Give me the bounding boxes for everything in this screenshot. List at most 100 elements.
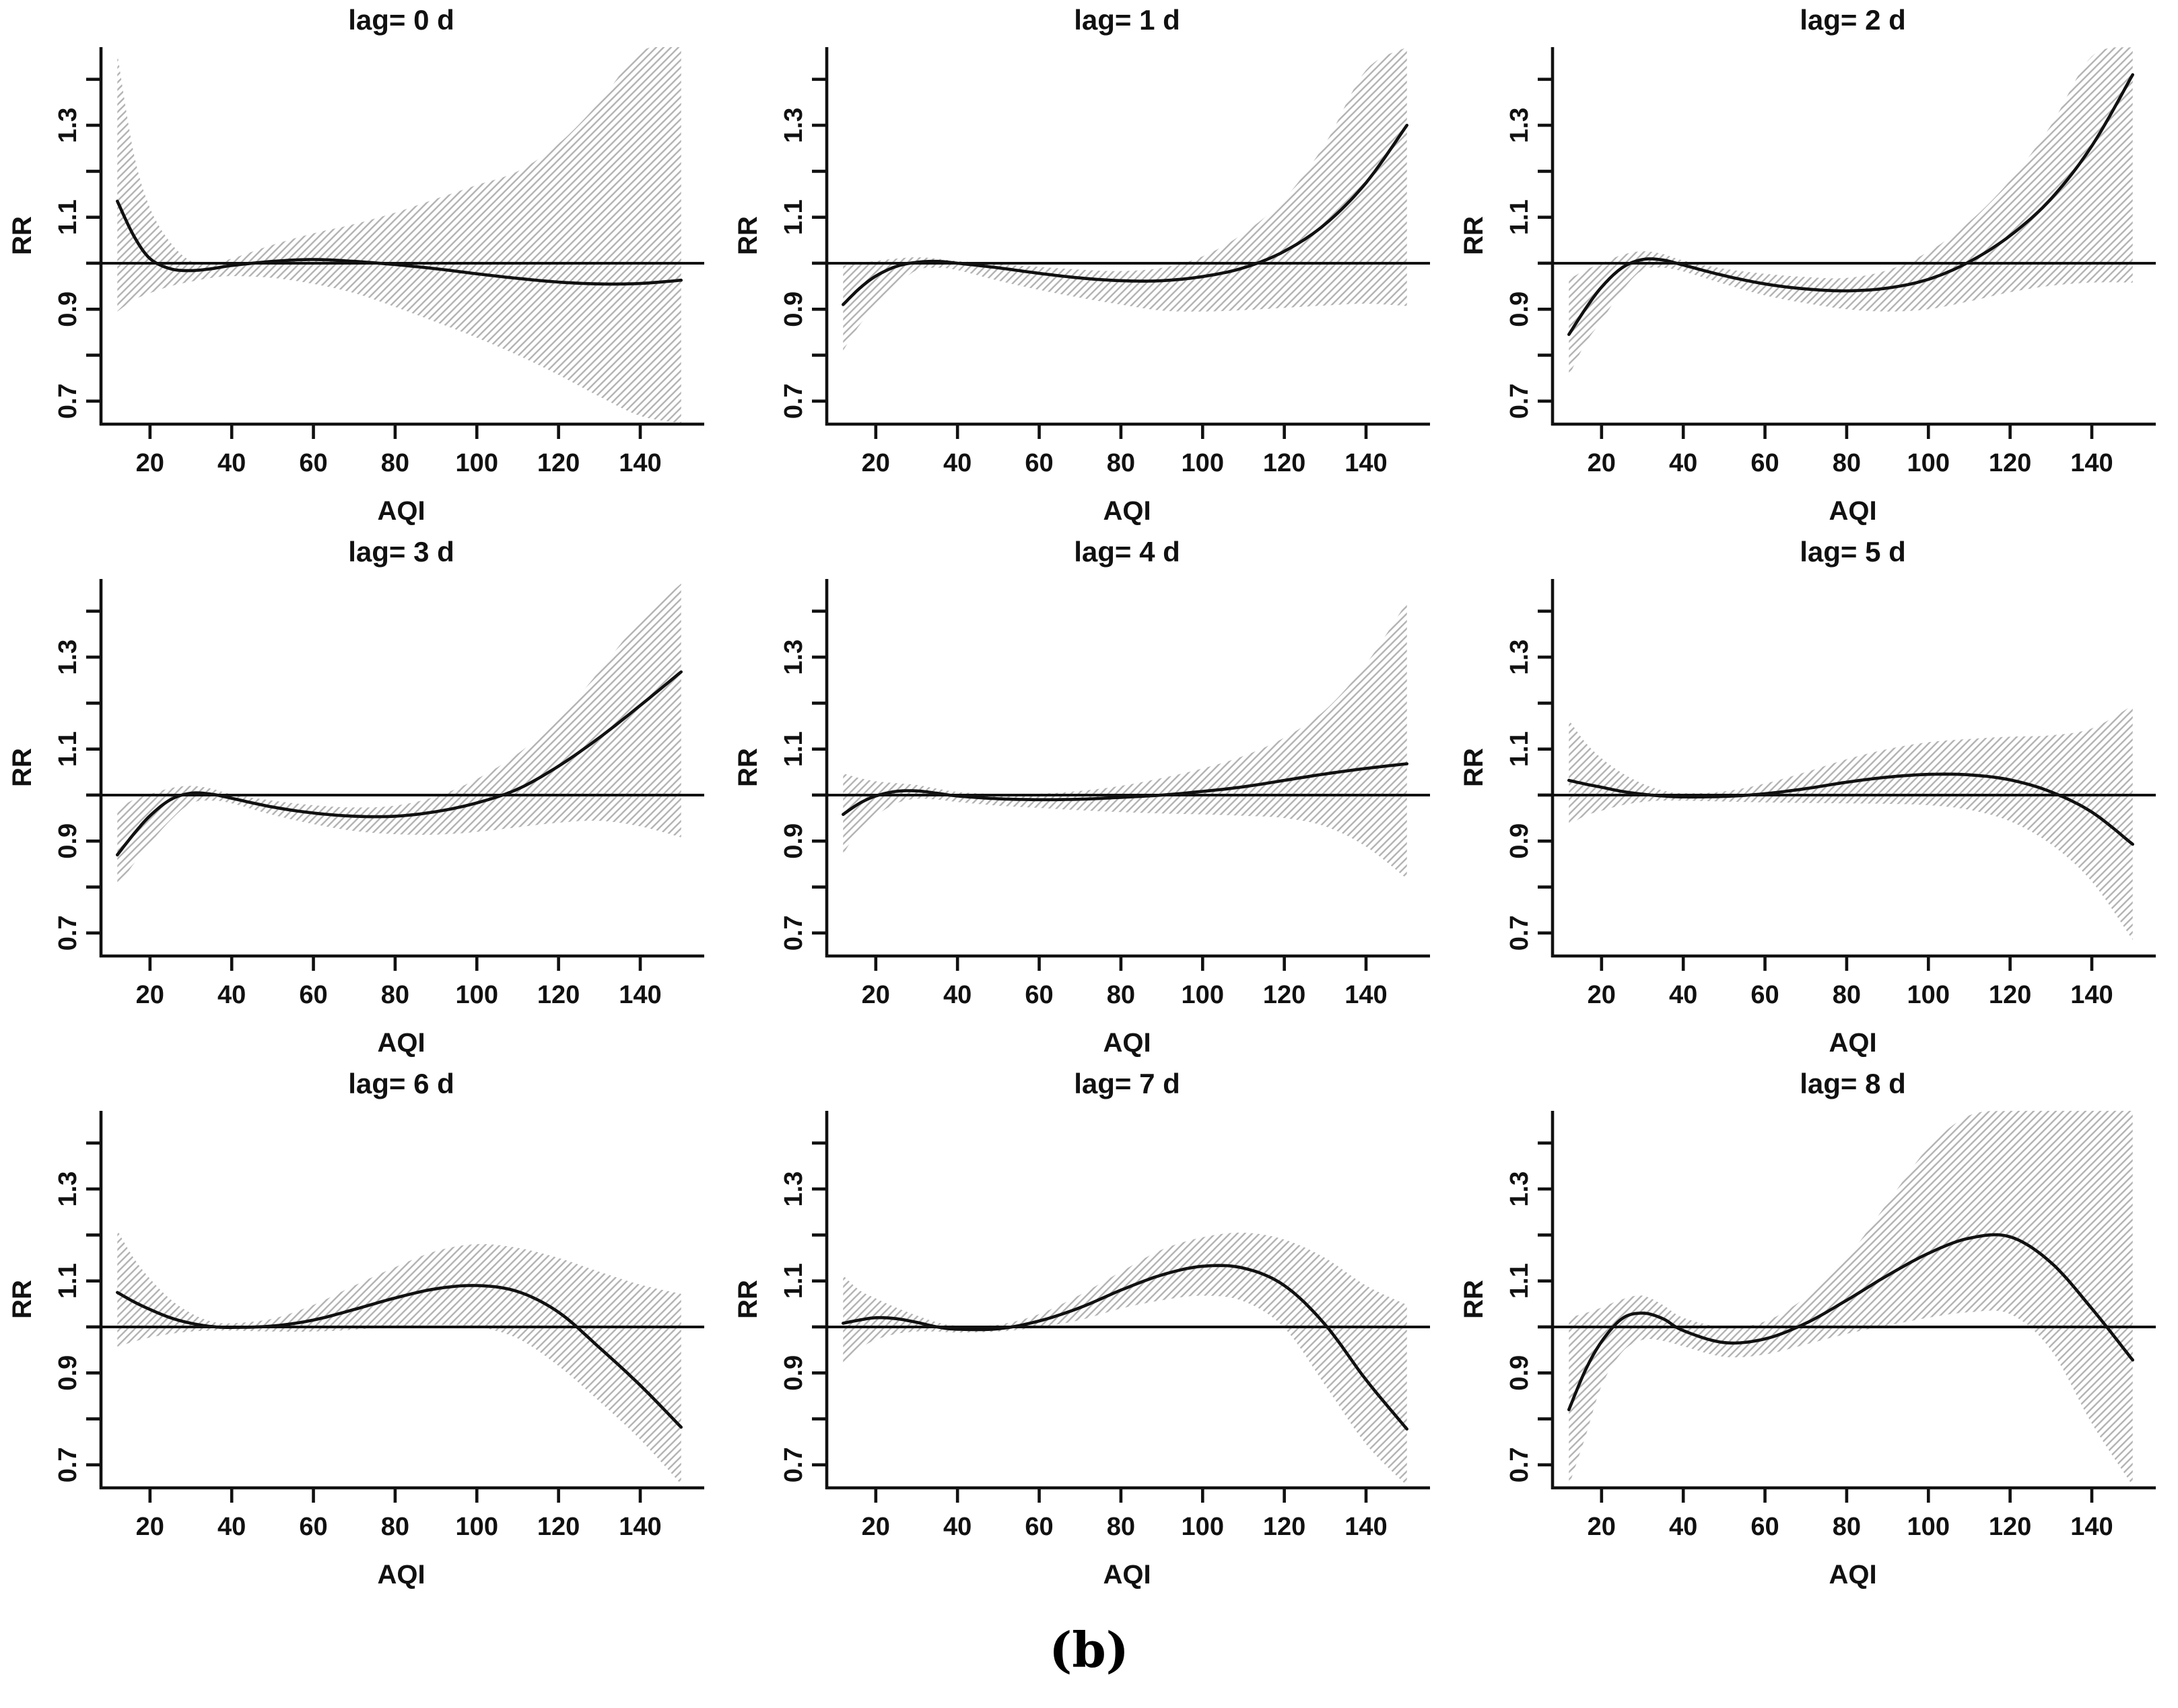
x-tick-label: 120 xyxy=(537,1513,580,1541)
subplot-title: lag= 4 d xyxy=(1074,536,1180,568)
subplot-lag-1-d: 0.7 0.9 1.1 1.3 20 40 60 80 100 120 140 lag= 1 d AQI… xyxy=(726,0,1452,532)
y-tick-label: 0.9 xyxy=(1505,1355,1534,1391)
fit-curve xyxy=(116,199,683,286)
y-tick-label: 0.7 xyxy=(1505,1447,1534,1482)
subplot-canvas: 0.7 0.9 1.1 1.3 20 40 60 80 100 120 140 lag= 4 d AQI… xyxy=(733,536,1430,1058)
x-tick-label: 40 xyxy=(943,1513,972,1541)
ci-band xyxy=(843,1232,1407,1486)
subplot-canvas: 0.7 0.9 1.1 1.3 20 40 60 80 100 120 140 lag= 0 d AQI… xyxy=(7,4,704,526)
subplot-lag-2-d: 0.7 0.9 1.1 1.3 20 40 60 80 100 120 140 lag= 2 d AQI… xyxy=(1452,0,2177,532)
x-axis-title: AQI xyxy=(377,496,425,526)
x-axis-title: AQI xyxy=(1103,496,1151,526)
x-axis-title: AQI xyxy=(1103,1028,1151,1058)
x-tick-label: 120 xyxy=(1263,981,1305,1009)
x-tick-label: 40 xyxy=(1669,449,1697,477)
y-tick-label: 1.3 xyxy=(780,1171,808,1207)
subplot-canvas: 0.7 0.9 1.1 1.3 20 40 60 80 100 120 140 lag= 2 d AQI… xyxy=(1459,4,2156,526)
y-tick-label: 1.1 xyxy=(54,199,82,235)
x-axis-title: AQI xyxy=(1829,1028,1876,1058)
subplot-title: lag= 6 d xyxy=(348,1068,454,1099)
y-tick-label: 1.1 xyxy=(54,1263,82,1299)
subplot-lag-6-d: 0.7 0.9 1.1 1.3 20 40 60 80 100 120 140 lag= 6 d AQI… xyxy=(0,1064,726,1596)
y-tick-label: 1.1 xyxy=(780,199,808,235)
x-tick-label: 140 xyxy=(1345,981,1387,1009)
x-tick-label: 20 xyxy=(1588,981,1616,1009)
x-tick-label: 40 xyxy=(217,981,246,1009)
subplot-lag-4-d: 0.7 0.9 1.1 1.3 20 40 60 80 100 120 140 lag= 4 d AQI… xyxy=(726,532,1452,1064)
x-tick-label: 100 xyxy=(1907,981,1950,1009)
y-tick-label: 1.1 xyxy=(1505,1263,1534,1299)
y-tick-label: 0.7 xyxy=(1505,915,1534,951)
x-tick-label: 120 xyxy=(1263,1513,1305,1541)
y-tick-label: 0.7 xyxy=(780,383,808,419)
y-tick-label: 1.1 xyxy=(1505,731,1534,767)
x-axis-title: AQI xyxy=(1829,1560,1876,1590)
x-tick-label: 80 xyxy=(381,1513,409,1541)
y-tick-label: 0.9 xyxy=(1505,292,1534,327)
x-tick-label: 20 xyxy=(1588,1513,1616,1541)
y-axis-title: RR xyxy=(1459,216,1489,255)
ci-band xyxy=(117,583,681,887)
subplot-title: lag= 7 d xyxy=(1074,1068,1180,1099)
x-tick-label: 20 xyxy=(136,981,164,1009)
y-tick-label: 1.1 xyxy=(54,731,82,767)
y-tick-label: 0.7 xyxy=(1505,383,1534,419)
ci-band xyxy=(1569,47,2133,376)
x-tick-label: 120 xyxy=(1989,1513,2031,1541)
subplot-canvas: 0.7 0.9 1.1 1.3 20 40 60 80 100 120 140 lag= 3 d AQI… xyxy=(7,536,704,1058)
y-tick-label: 0.9 xyxy=(1505,823,1534,859)
x-tick-label: 120 xyxy=(1263,449,1305,477)
x-tick-label: 60 xyxy=(1025,981,1053,1009)
y-axis-title: RR xyxy=(1459,1280,1489,1319)
y-tick-label: 1.1 xyxy=(780,731,808,767)
x-axis-title: AQI xyxy=(1829,496,1876,526)
x-tick-label: 140 xyxy=(2070,981,2113,1009)
x-tick-label: 140 xyxy=(619,1513,661,1541)
x-tick-label: 20 xyxy=(862,1513,890,1541)
x-tick-label: 140 xyxy=(619,981,661,1009)
x-tick-label: 100 xyxy=(1182,981,1224,1009)
x-tick-label: 60 xyxy=(1025,449,1053,477)
fit-curve xyxy=(842,123,1408,306)
x-tick-label: 20 xyxy=(136,449,164,477)
y-tick-label: 1.3 xyxy=(54,1171,82,1207)
x-tick-label: 60 xyxy=(299,449,327,477)
x-tick-label: 80 xyxy=(1833,449,1861,477)
subplot-lag-0-d: 0.7 0.9 1.1 1.3 20 40 60 80 100 120 140 lag= 0 d AQI… xyxy=(0,0,726,532)
subplot-grid: 0.7 0.9 1.1 1.3 20 40 60 80 100 120 140 lag= 0 d AQI… xyxy=(0,0,2177,1596)
x-axis-title: AQI xyxy=(377,1560,425,1590)
y-axis-title: RR xyxy=(7,216,37,255)
y-axis-title: RR xyxy=(7,748,37,787)
subplot-lag-3-d: 0.7 0.9 1.1 1.3 20 40 60 80 100 120 140 lag= 3 d AQI… xyxy=(0,532,726,1064)
x-tick-label: 140 xyxy=(2070,449,2113,477)
y-tick-label: 0.9 xyxy=(780,292,808,327)
y-tick-label: 0.7 xyxy=(780,915,808,951)
y-tick-label: 0.9 xyxy=(54,292,82,327)
x-tick-label: 100 xyxy=(456,449,498,477)
ci-band xyxy=(843,47,1407,351)
y-axis-title: RR xyxy=(733,1280,763,1319)
fit-curve xyxy=(116,670,683,857)
y-tick-label: 1.3 xyxy=(1505,1171,1534,1207)
x-axis-title: AQI xyxy=(1103,1560,1151,1590)
y-axis-title: RR xyxy=(1459,748,1489,787)
x-tick-label: 40 xyxy=(943,981,972,1009)
ci-band xyxy=(117,1230,681,1484)
ci-band xyxy=(1569,705,2133,941)
y-tick-label: 1.1 xyxy=(1505,199,1534,235)
fit-curve xyxy=(842,762,1408,816)
y-tick-label: 0.7 xyxy=(780,1447,808,1482)
x-tick-label: 100 xyxy=(1182,449,1224,477)
x-tick-label: 120 xyxy=(537,981,580,1009)
x-tick-label: 120 xyxy=(1989,981,2031,1009)
y-tick-label: 0.9 xyxy=(780,1355,808,1391)
subplot-canvas: 0.7 0.9 1.1 1.3 20 40 60 80 100 120 140 lag= 1 d AQI… xyxy=(733,4,1430,526)
x-tick-label: 100 xyxy=(456,1513,498,1541)
subplot-lag-5-d: 0.7 0.9 1.1 1.3 20 40 60 80 100 120 140 lag= 5 d AQI… xyxy=(1452,532,2177,1064)
y-tick-label: 0.7 xyxy=(54,1447,82,1482)
y-tick-label: 1.3 xyxy=(780,640,808,675)
y-axis-title: RR xyxy=(733,216,763,255)
x-tick-label: 60 xyxy=(299,981,327,1009)
x-tick-label: 20 xyxy=(1588,449,1616,477)
subplot-canvas: 0.7 0.9 1.1 1.3 20 40 60 80 100 120 140 lag= 5 d AQI… xyxy=(1459,536,2156,1058)
